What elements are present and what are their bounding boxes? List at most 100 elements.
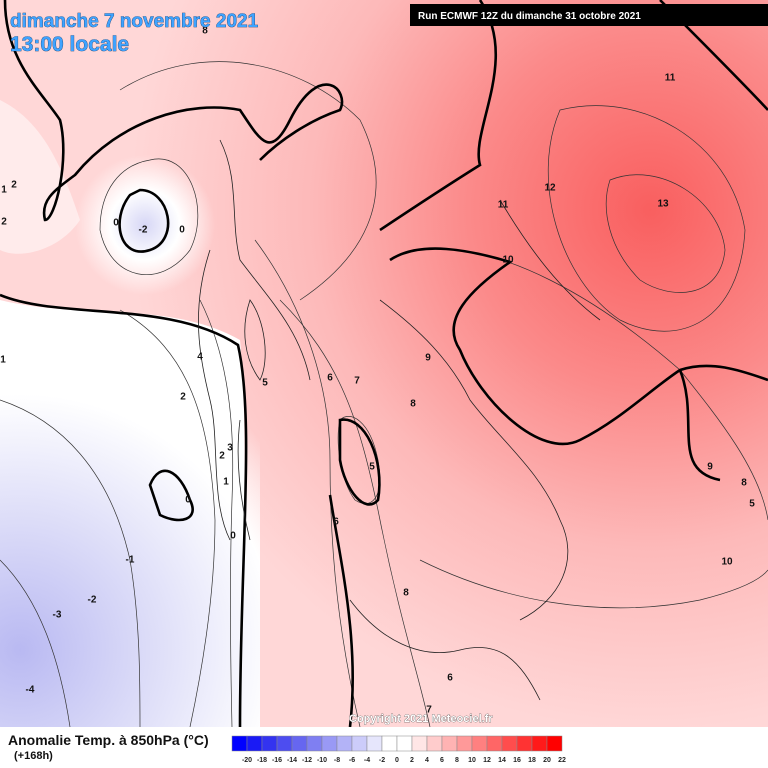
west-zone: [0, 100, 80, 254]
scale-label: -20: [242, 757, 252, 764]
scale-label: 6: [440, 757, 444, 764]
contour-label: -1: [126, 555, 135, 566]
color-box: [366, 735, 383, 752]
scale-label: 20: [543, 757, 551, 764]
scale-label: 2: [410, 757, 414, 764]
scale-label: -4: [364, 757, 370, 764]
scale-label: -8: [334, 757, 340, 764]
legend-lead: (+168h): [14, 750, 53, 762]
thick-contours: [0, 0, 768, 728]
color-box: [276, 735, 293, 752]
contour-label: 8: [202, 26, 208, 37]
contour-label: 2: [1, 217, 7, 228]
contour-label: 6: [447, 673, 453, 684]
map-area: [0, 0, 768, 728]
contour-label: 13: [657, 199, 669, 210]
cold-zone: [0, 300, 260, 727]
header: dimanche 7 novembre 2021 13:00 locale Ru…: [10, 4, 768, 56]
contour-label: 5: [749, 499, 755, 510]
color-box: [516, 735, 533, 752]
color-box: [261, 735, 278, 752]
color-box: [336, 735, 353, 752]
contour-label: 1: [223, 477, 229, 488]
contour-label: -4: [26, 685, 35, 696]
color-box: [531, 735, 548, 752]
contour-label: 0: [113, 218, 119, 229]
color-box: [501, 735, 518, 752]
contour-label: 1: [0, 355, 6, 366]
contour-label: 2: [180, 392, 186, 403]
scale-label: -10: [317, 757, 327, 764]
forecast-date: dimanche 7 novembre 2021: [10, 11, 259, 32]
contour-label: 0: [230, 531, 236, 542]
contour-label: 5: [369, 462, 375, 473]
contour-label: 5: [262, 378, 268, 389]
scale-label: 0: [395, 757, 399, 764]
run-info: Run ECMWF 12Z du dimanche 31 octobre 202…: [418, 11, 641, 22]
scale-label: 4: [425, 757, 429, 764]
color-box: [396, 735, 413, 752]
color-scale: -20 -18 -16 -14 -12 -10 -8 -6 -4 -2 0 2 4 6 8 10 12 14 16 1…: [231, 735, 566, 764]
color-box: [546, 735, 563, 752]
contour-label: 2: [11, 180, 17, 191]
scale-label: -14: [287, 757, 297, 764]
run-box: [410, 4, 768, 26]
contour-label: 3: [227, 443, 233, 454]
color-box: [321, 735, 338, 752]
contour-label: 11: [665, 73, 676, 84]
scale-label: 8: [455, 757, 459, 764]
contour-label: 7: [354, 376, 360, 387]
forecast-time: 13:00 locale: [10, 33, 129, 56]
scale-label: -6: [349, 757, 355, 764]
copyright: Copyright 2021 Meteociel.fr: [349, 713, 493, 725]
scale-label: 22: [558, 757, 566, 764]
scale-label: -18: [257, 757, 267, 764]
color-box: [381, 735, 398, 752]
contour-label: 7: [426, 705, 432, 716]
scale-label: -12: [302, 757, 312, 764]
contour-label: 8: [403, 588, 409, 599]
color-box: [291, 735, 308, 752]
scale-label: 14: [498, 757, 506, 764]
contour-label: 12: [544, 183, 556, 194]
color-box: [426, 735, 443, 752]
contour-label: 6: [327, 373, 333, 384]
color-box: [231, 735, 248, 752]
scale-label: -16: [272, 757, 282, 764]
contour-label: -3: [53, 610, 62, 621]
scale-label: 10: [468, 757, 476, 764]
color-box: [486, 735, 503, 752]
contour-label: -2: [139, 225, 148, 236]
color-box: [441, 735, 458, 752]
color-box: [411, 735, 428, 752]
contour-label: 8: [741, 478, 747, 489]
contour-label: 10: [502, 255, 514, 266]
color-box: [306, 735, 323, 752]
scale-label: -2: [379, 757, 385, 764]
contour-label: -2: [88, 595, 97, 606]
contours: [0, 61, 768, 728]
scale-label: 12: [483, 757, 491, 764]
legend: Anomalie Temp. à 850hPa (°C) (+168h) -20…: [0, 727, 768, 768]
scale-label: 16: [513, 757, 521, 764]
contour-label: 1: [1, 185, 7, 196]
contour-label: 9: [425, 353, 431, 364]
contour-label: 11: [498, 200, 509, 211]
contour-label: 8: [410, 399, 416, 410]
contour-label: 4: [197, 352, 203, 363]
color-box: [246, 735, 263, 752]
coastlines: [198, 139, 601, 701]
contour-label: 10: [721, 557, 733, 568]
color-box: [351, 735, 368, 752]
scale-label: 18: [528, 757, 536, 764]
contour-label: 2: [219, 451, 225, 462]
color-box: [471, 735, 488, 752]
contour-label: 0: [185, 495, 191, 506]
contour-label: 0: [179, 225, 185, 236]
color-box: [456, 735, 473, 752]
legend-title: Anomalie Temp. à 850hPa (°C): [8, 732, 209, 748]
contour-label: 6: [333, 517, 339, 528]
contour-label: 9: [707, 462, 713, 473]
